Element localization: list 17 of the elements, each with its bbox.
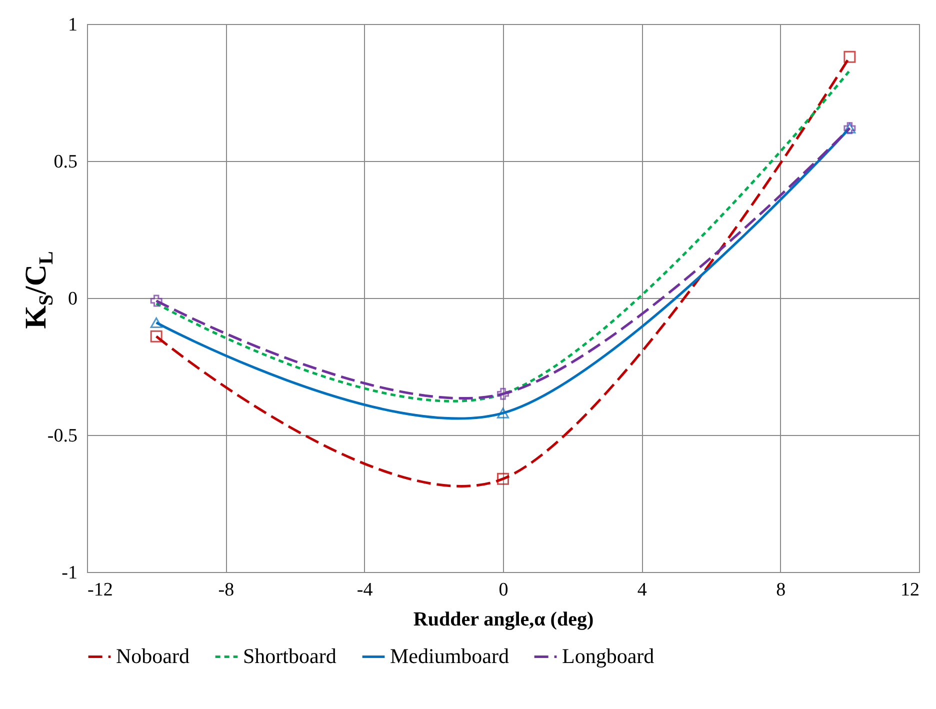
x-tick-label: -4 xyxy=(356,580,374,600)
y-tick-label: 0 xyxy=(68,288,78,310)
x-tick-label: 0 xyxy=(498,580,508,600)
x-tick-label: 12 xyxy=(900,580,920,600)
x-tick-label: 4 xyxy=(637,580,648,600)
legend-label: Mediumboard xyxy=(390,644,510,668)
y-tick-label: -0.5 xyxy=(47,426,78,446)
y-tick-label: 0.5 xyxy=(54,152,78,172)
x-axis-title: Rudder angle,α (deg) xyxy=(413,608,594,630)
x-tick-label: -8 xyxy=(218,580,234,600)
y-tick-label: 1 xyxy=(68,14,78,36)
legend-label: Noboard xyxy=(116,644,190,668)
x-tick-label: -12 xyxy=(88,580,113,600)
legend-label: Longboard xyxy=(562,644,655,668)
y-tick-label: -1 xyxy=(62,562,78,584)
legend-label: Shortboard xyxy=(243,644,337,668)
x-tick-label: 8 xyxy=(776,580,786,600)
